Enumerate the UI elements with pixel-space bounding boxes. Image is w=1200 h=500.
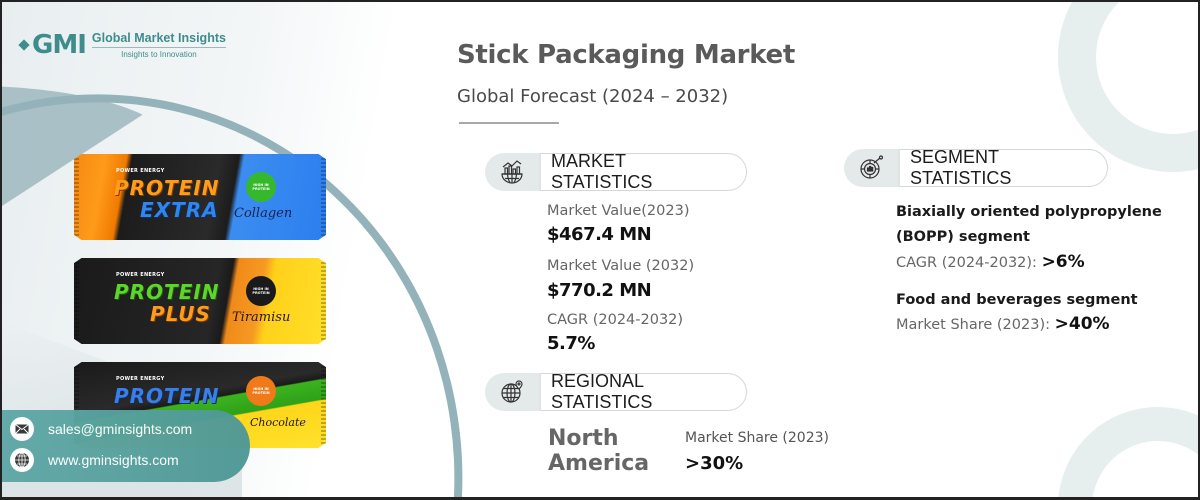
logo-text: Global Market Insights Insights to Innov… <box>91 31 226 59</box>
diamond-icon <box>18 39 30 51</box>
bar-tag: POWER ENERGY <box>116 168 165 174</box>
crimp-right <box>321 258 326 344</box>
globe-pin-icon <box>485 373 539 411</box>
crimp-right <box>321 154 326 240</box>
crimp-left <box>74 154 79 240</box>
email-row[interactable]: sales@gminsights.com <box>10 417 192 441</box>
cagr-label: CAGR (2024-2032) <box>547 312 684 328</box>
region-share-value: >30% <box>685 453 744 474</box>
food-beverages-segment-title: Food and beverages segment <box>896 292 1138 308</box>
bopp-segment-title-line2: (BOPP) segment <box>896 229 1030 245</box>
segment-statistics-header: SEGMENT STATISTICS <box>844 147 1108 188</box>
bopp-segment-title: Biaxially oriented polypropylene <box>896 204 1162 220</box>
market-value-2023-label: Market Value(2023) <box>547 203 690 219</box>
regional-statistics-header: REGIONAL STATISTICS <box>485 371 747 412</box>
logo-mark: GMI <box>18 30 87 60</box>
food-beverages-share-value: >40% <box>1054 314 1110 334</box>
bar-wrapper: POWER ENERGY PROTEIN PLUS HIGH IN PROTEI… <box>74 258 326 344</box>
logo-mark-text: GMI <box>32 30 87 60</box>
region-name-line2: America <box>548 451 650 476</box>
market-value-2032-label: Market Value (2032) <box>547 258 695 274</box>
food-beverages-share-label: Market Share (2023): <box>896 317 1055 333</box>
bar-tag: POWER ENERGY <box>116 376 165 382</box>
crimp-right <box>321 362 326 448</box>
bopp-cagr-line: CAGR (2024-2032): >6% <box>896 252 1085 272</box>
bar-seal: HIGH IN PROTEIN <box>246 276 276 306</box>
product-bar-extra: POWER ENERGY PROTEIN EXTRA HIGH IN PROTE… <box>74 154 326 240</box>
bar-line2: PLUS <box>150 302 211 326</box>
bar-flavor: Tiramisu <box>232 310 291 325</box>
cagr-value: 5.7% <box>547 333 595 354</box>
bar-seal: HIGH IN PROTEIN <box>246 172 276 202</box>
globe-chart-icon <box>485 153 539 191</box>
market-statistics-header: MARKET STATISTICS <box>485 151 747 192</box>
bar-seal: HIGH IN PROTEIN <box>246 376 276 406</box>
bar-line1: PROTEIN <box>114 280 220 304</box>
target-chart-icon <box>844 149 898 187</box>
envelope-icon <box>10 417 34 441</box>
bar-line1: PROTEIN <box>114 176 220 200</box>
bopp-cagr-value: >6% <box>1041 252 1085 272</box>
food-beverages-share-line: Market Share (2023): >40% <box>896 314 1110 334</box>
market-value-2032: $770.2 MN <box>547 280 652 301</box>
region-name: North America <box>548 426 649 476</box>
gmi-logo[interactable]: GMI Global Market Insights Insights to I… <box>18 30 226 60</box>
regional-statistics-heading: REGIONAL STATISTICS <box>539 371 747 412</box>
email-link[interactable]: sales@gminsights.com <box>48 421 193 437</box>
website-row[interactable]: www.gminsights.com <box>10 448 179 472</box>
bopp-cagr-label: CAGR (2024-2032): <box>896 255 1042 271</box>
page-title: Stick Packaging Market <box>457 40 795 70</box>
bar-line1: PROTEIN <box>114 384 220 408</box>
contact-panel: sales@gminsights.com www.gminsights.com <box>2 410 250 482</box>
website-link[interactable]: www.gminsights.com <box>48 452 179 468</box>
region-share-label: Market Share (2023) <box>685 430 829 446</box>
product-bar-plus: POWER ENERGY PROTEIN PLUS HIGH IN PROTEI… <box>74 258 326 344</box>
bar-tag: POWER ENERGY <box>116 272 165 278</box>
region-name-line1: North <box>548 426 619 451</box>
bar-flavor: Chocolate <box>250 416 306 429</box>
segment-statistics-heading: SEGMENT STATISTICS <box>898 147 1108 188</box>
bar-flavor: Collagen <box>234 206 293 221</box>
title-divider <box>459 122 559 124</box>
brand-name: Global Market Insights <box>91 31 226 48</box>
page-subtitle: Global Forecast (2024 – 2032) <box>457 86 729 107</box>
bar-line2: EXTRA <box>140 198 219 222</box>
crimp-left <box>74 258 79 344</box>
market-value-2023: $467.4 MN <box>547 224 652 245</box>
crimp-left <box>74 362 79 448</box>
globe-icon <box>10 448 34 472</box>
decorative-arc-bottom-right <box>1058 407 1198 497</box>
market-statistics-heading: MARKET STATISTICS <box>539 151 747 192</box>
brand-tagline: Insights to Innovation <box>121 50 197 59</box>
bar-wrapper: POWER ENERGY PROTEIN EXTRA HIGH IN PROTE… <box>74 154 326 240</box>
